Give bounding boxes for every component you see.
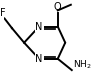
Text: O: O bbox=[54, 2, 62, 12]
Text: N: N bbox=[35, 21, 43, 32]
Text: F: F bbox=[0, 8, 5, 18]
Text: N: N bbox=[35, 54, 43, 64]
Text: NH$_2$: NH$_2$ bbox=[73, 58, 91, 71]
